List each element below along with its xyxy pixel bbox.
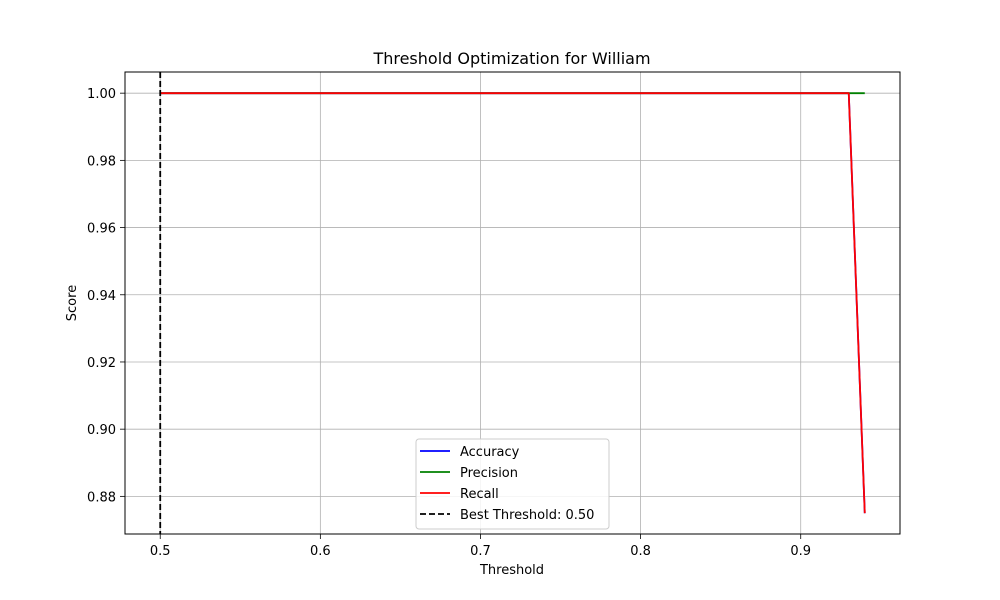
series-lines xyxy=(159,72,866,534)
y-axis-label: Score xyxy=(65,285,80,321)
y-axis-ticks: 0.88 0.90 0.92 0.94 0.96 0.98 1.00 xyxy=(87,87,125,505)
y-tick-label: 0.90 xyxy=(87,423,116,438)
legend: Accuracy Precision Recall Best Threshold… xyxy=(415,438,610,530)
x-tick-label: 0.6 xyxy=(310,544,331,559)
y-tick-label: 1.00 xyxy=(87,87,116,102)
legend-box xyxy=(415,438,610,530)
x-tick-label: 0.9 xyxy=(790,544,811,559)
x-tick-label: 0.7 xyxy=(470,544,491,559)
series-line-recall xyxy=(160,92,866,514)
grid-lines xyxy=(125,72,900,534)
chart-title: Threshold Optimization for William xyxy=(372,49,650,68)
legend-label-accuracy: Accuracy xyxy=(460,445,520,460)
y-tick-label: 0.92 xyxy=(87,356,116,371)
plot-frame xyxy=(124,71,901,535)
y-tick-label: 0.98 xyxy=(87,154,116,169)
y-tick-label: 0.88 xyxy=(87,490,116,505)
x-tick-label: 0.8 xyxy=(630,544,651,559)
y-tick-label: 0.94 xyxy=(87,289,116,304)
x-axis-label: Threshold xyxy=(479,563,544,578)
y-tick-label: 0.96 xyxy=(87,222,116,237)
legend-label-recall: Recall xyxy=(460,487,499,502)
x-tick-label: 0.5 xyxy=(150,544,171,559)
legend-label-best-threshold: Best Threshold: 0.50 xyxy=(460,508,594,523)
x-axis-ticks: 0.5 0.6 0.7 0.8 0.9 xyxy=(150,534,811,559)
legend-label-precision: Precision xyxy=(460,466,518,481)
